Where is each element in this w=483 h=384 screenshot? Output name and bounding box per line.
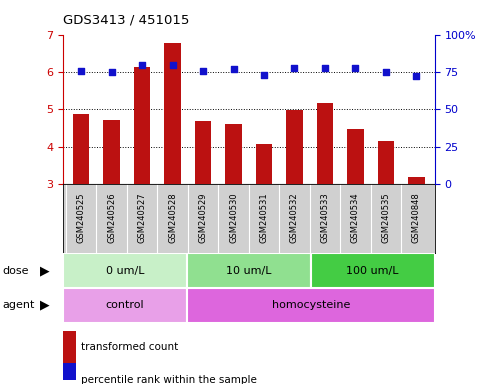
Bar: [311, 253, 435, 288]
Bar: [73, 114, 89, 184]
Point: [138, 62, 146, 68]
Text: GSM240526: GSM240526: [107, 193, 116, 243]
Bar: [187, 288, 435, 323]
Text: GSM240848: GSM240848: [412, 193, 421, 243]
Point: [260, 72, 268, 78]
Text: GSM240532: GSM240532: [290, 193, 299, 243]
Text: GSM240531: GSM240531: [259, 193, 269, 243]
Text: ▶: ▶: [40, 299, 50, 312]
Bar: [63, 331, 76, 363]
Text: GSM240527: GSM240527: [138, 193, 146, 243]
Bar: [164, 43, 181, 184]
Bar: [316, 103, 333, 184]
Point: [77, 68, 85, 74]
Point: [169, 62, 176, 68]
Text: GDS3413 / 451015: GDS3413 / 451015: [63, 14, 189, 27]
Text: GSM240533: GSM240533: [320, 193, 329, 243]
Bar: [63, 363, 76, 384]
Text: GSM240530: GSM240530: [229, 193, 238, 243]
Text: GSM240529: GSM240529: [199, 193, 208, 243]
Bar: [134, 67, 150, 184]
Bar: [195, 121, 212, 184]
Point: [352, 65, 359, 71]
Bar: [63, 288, 187, 323]
Text: GSM240525: GSM240525: [77, 193, 85, 243]
Point: [291, 65, 298, 71]
Text: 10 um/L: 10 um/L: [226, 266, 271, 276]
Point: [321, 65, 329, 71]
Bar: [63, 253, 187, 288]
Text: 0 um/L: 0 um/L: [105, 266, 144, 276]
Point: [382, 69, 390, 75]
Bar: [378, 141, 394, 184]
Text: percentile rank within the sample: percentile rank within the sample: [81, 375, 257, 384]
Point: [229, 66, 237, 72]
Text: homocysteine: homocysteine: [271, 300, 350, 310]
Text: GSM240534: GSM240534: [351, 193, 360, 243]
Point: [108, 69, 115, 75]
Text: transformed count: transformed count: [81, 342, 179, 352]
Text: ▶: ▶: [40, 264, 50, 277]
Bar: [408, 177, 425, 184]
Text: GSM240535: GSM240535: [382, 193, 390, 243]
Text: control: control: [105, 300, 144, 310]
Bar: [225, 124, 242, 184]
Bar: [187, 253, 311, 288]
Text: GSM240528: GSM240528: [168, 193, 177, 243]
Text: 100 um/L: 100 um/L: [346, 266, 399, 276]
Text: agent: agent: [2, 300, 35, 310]
Point: [199, 68, 207, 74]
Bar: [286, 110, 303, 184]
Point: [412, 73, 420, 79]
Bar: [256, 144, 272, 184]
Bar: [347, 129, 364, 184]
Bar: [103, 120, 120, 184]
Text: dose: dose: [2, 266, 29, 276]
